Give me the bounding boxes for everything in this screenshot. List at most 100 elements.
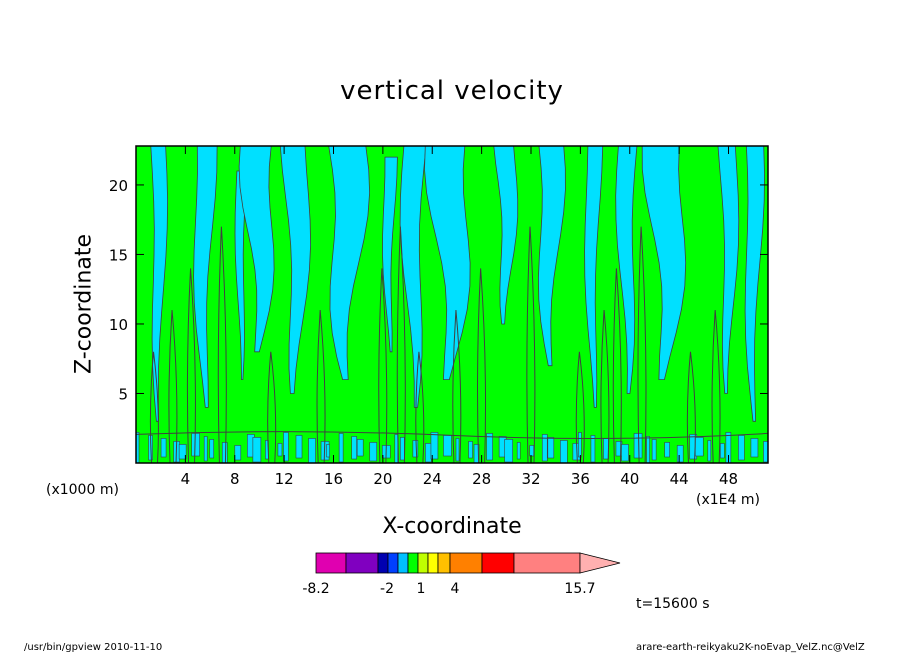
updraft-contour bbox=[452, 310, 462, 463]
y-tick-label: 20 bbox=[109, 177, 128, 195]
updraft-contour bbox=[378, 268, 388, 463]
boundary-layer-cell bbox=[725, 432, 732, 463]
downdraft-region bbox=[744, 146, 765, 422]
colorbar-band bbox=[427, 552, 439, 574]
boundary-layer-cell bbox=[308, 438, 316, 463]
boundary-layer-cell bbox=[369, 442, 378, 462]
colorbar: -8.2 -2 1 4 15.7 bbox=[302, 552, 621, 597]
boundary-layer-cell bbox=[351, 436, 357, 460]
downdraft-region bbox=[493, 146, 519, 325]
updraft-contour bbox=[686, 351, 696, 463]
boundary-layer-cell bbox=[621, 444, 629, 462]
boundary-layer-cell bbox=[529, 445, 535, 457]
updraft-contour bbox=[575, 351, 585, 463]
updraft-contour bbox=[267, 351, 277, 463]
colorbar-tick-label: 15.7 bbox=[564, 581, 595, 597]
boundary-layer-cell bbox=[547, 437, 555, 459]
downdraft-region bbox=[641, 146, 687, 380]
updraft-contour bbox=[477, 268, 487, 463]
time-label: t=15600 s bbox=[636, 596, 710, 612]
boundary-layer-cell bbox=[750, 438, 759, 458]
colorbar-band bbox=[315, 552, 347, 574]
boundary-layer-cell bbox=[283, 432, 289, 462]
x-tick-label: 32 bbox=[521, 470, 540, 488]
boundary-layer-cell bbox=[443, 435, 452, 457]
x-tick-label: 20 bbox=[373, 470, 392, 488]
boundary-layer-cell bbox=[516, 442, 521, 460]
footer-left: /usr/bin/gpview 2010-11-10 bbox=[24, 642, 163, 653]
colorbar-band bbox=[345, 552, 379, 574]
downdraft-region bbox=[328, 146, 371, 380]
boundary-layer-cell bbox=[664, 442, 670, 458]
y-tick-label: 15 bbox=[109, 246, 128, 264]
x-tick-label: 12 bbox=[275, 470, 294, 488]
colorbar-tick-label: -8.2 bbox=[302, 581, 329, 597]
colorbar-band bbox=[449, 552, 483, 574]
x-tick-label: 4 bbox=[181, 470, 191, 488]
boundary-layer-cell bbox=[590, 435, 596, 463]
boundary-layer-cell bbox=[468, 441, 473, 459]
downdraft-region bbox=[537, 146, 566, 367]
downdraft-region bbox=[279, 146, 312, 394]
boundary-layer-cell bbox=[160, 438, 167, 458]
updraft-contour bbox=[168, 310, 178, 463]
x-tick-label: 36 bbox=[571, 470, 590, 488]
boundary-layer-cell bbox=[738, 435, 745, 461]
colorbar-band bbox=[417, 552, 429, 574]
boundary-layer-cell bbox=[720, 443, 725, 459]
boundary-layer-cell bbox=[338, 433, 344, 463]
boundary-layer-contour bbox=[136, 431, 768, 439]
colorbar-band bbox=[387, 552, 399, 574]
downdraft-region bbox=[238, 146, 275, 353]
x-unit-left: (x1000 m) bbox=[46, 482, 119, 498]
updraft-contour bbox=[217, 226, 227, 463]
colorbar-extend-arrow bbox=[579, 552, 621, 574]
x-tick-label: 16 bbox=[324, 470, 343, 488]
y-tick-label: 10 bbox=[109, 316, 128, 334]
x-tick-label: 48 bbox=[719, 470, 738, 488]
x-tick-label: 44 bbox=[670, 470, 689, 488]
colorbar-band bbox=[481, 552, 515, 574]
colorbar-tick-label: 4 bbox=[451, 581, 460, 597]
boundary-layer-cell bbox=[277, 443, 283, 457]
boundary-layer-cell bbox=[486, 433, 493, 461]
boundary-layer-cell bbox=[676, 445, 684, 463]
colorbar-tick-label: 1 bbox=[417, 581, 426, 597]
boundary-layer-cell bbox=[252, 437, 262, 463]
boundary-layer-cell bbox=[136, 432, 140, 463]
updraft-contour bbox=[396, 226, 406, 463]
contour-field bbox=[136, 146, 768, 463]
updraft-contour bbox=[186, 268, 196, 463]
boundary-layer-cell bbox=[541, 434, 548, 462]
boundary-layer-cell bbox=[412, 440, 419, 458]
boundary-layer-cell bbox=[425, 443, 432, 463]
boundary-layer-cell bbox=[578, 432, 582, 458]
boundary-layer-cell bbox=[178, 444, 187, 460]
downdraft-region bbox=[717, 146, 740, 394]
colorbar-tick-label: -2 bbox=[380, 581, 394, 597]
boundary-layer-cell bbox=[209, 439, 215, 459]
boundary-layer-cell bbox=[234, 445, 242, 461]
boundary-layer-cell bbox=[295, 435, 303, 459]
downdraft-region bbox=[382, 156, 398, 353]
boundary-layer-cell bbox=[504, 439, 513, 463]
downdraft-region bbox=[234, 170, 248, 380]
boundary-layer-cell bbox=[473, 444, 480, 463]
boundary-layer-cell bbox=[651, 439, 657, 461]
downdraft-region bbox=[584, 146, 604, 408]
y-axis-label: Z-coordinate bbox=[71, 234, 97, 374]
x-tick-label: 40 bbox=[620, 470, 639, 488]
downdraft-region bbox=[615, 146, 638, 394]
boundary-layer-cell bbox=[394, 434, 399, 463]
boundary-layer-cell bbox=[400, 437, 405, 461]
y-tick-label: 5 bbox=[118, 385, 128, 403]
x-axis-label: X-coordinate bbox=[382, 514, 522, 539]
updraft-contour bbox=[149, 351, 159, 463]
footer-right: arare-earth-reikyaku2K-noEvap_VelZ.nc@Ve… bbox=[636, 642, 865, 653]
updraft-contour bbox=[612, 268, 622, 463]
boundary-layer-cell bbox=[203, 436, 208, 462]
boundary-layer-cell bbox=[694, 437, 704, 457]
boundary-layer-cell bbox=[646, 436, 650, 463]
